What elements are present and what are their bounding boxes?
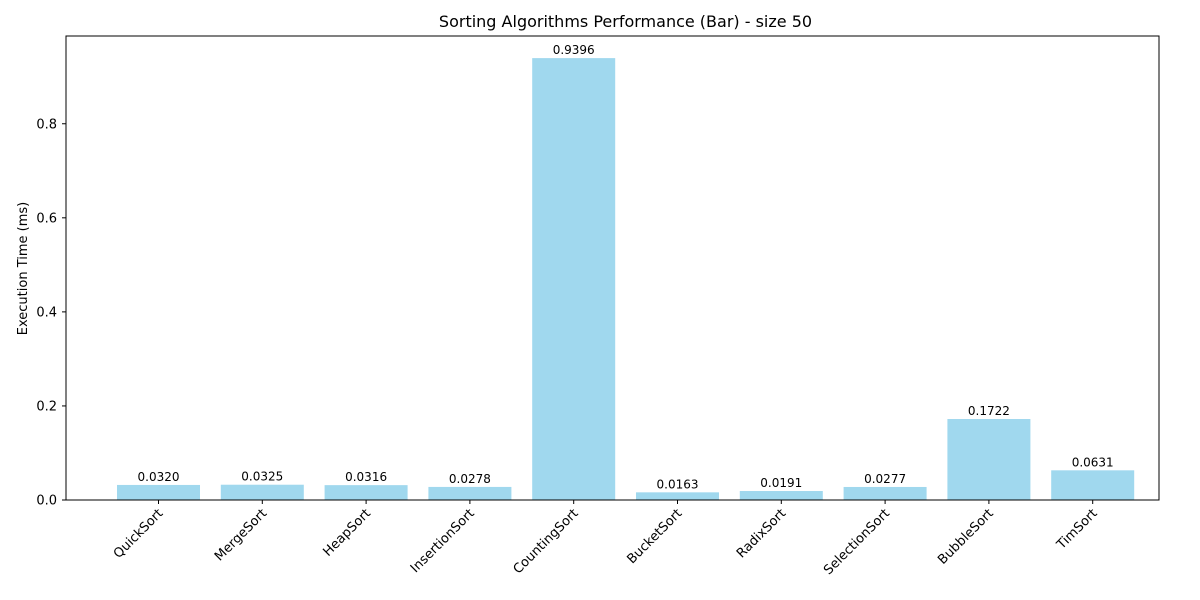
x-tick-label: MergeSort <box>212 506 270 564</box>
y-axis: 0.0 0.2 0.4 0.6 0.8 <box>36 117 66 509</box>
bar-selectionsort <box>843 486 927 500</box>
x-tick-label: CountingSort <box>511 506 582 577</box>
plot-frame <box>65 35 1160 501</box>
x-tick-label: RadixSort <box>734 506 789 561</box>
data-labels-group: 0.0320 0.0325 0.0316 0.0278 0.9396 0.0163 0.01… <box>138 43 1114 491</box>
bar-mergesort <box>220 484 304 500</box>
data-label: 0.0631 <box>1072 455 1114 469</box>
data-label: 0.0316 <box>345 470 387 484</box>
data-label: 0.0277 <box>864 472 906 486</box>
y-tick-label: 0.0 <box>36 494 57 509</box>
bar-insertionsort <box>428 486 512 500</box>
y-tick-label: 0.2 <box>36 399 57 414</box>
x-tick-label: BubbleSort <box>935 506 996 567</box>
y-tick-label: 0.4 <box>36 305 57 320</box>
x-tick-label: TimSort <box>1054 506 1101 553</box>
bar-radixsort <box>739 491 823 500</box>
x-tick-label: InsertionSort <box>408 506 478 576</box>
bar-bubblesort <box>947 419 1031 500</box>
y-tick-label: 0.8 <box>36 117 57 132</box>
x-tick-label: SelectionSort <box>821 506 893 578</box>
x-tick-label: QuickSort <box>111 506 166 561</box>
bar-countingsort <box>532 58 616 501</box>
data-label: 0.0163 <box>657 477 699 491</box>
bar-timsort <box>1051 470 1135 500</box>
bar-heapsort <box>324 485 408 500</box>
data-label: 0.0320 <box>138 470 180 484</box>
bars-group <box>117 58 1135 501</box>
bar-bucketsort <box>636 492 719 500</box>
y-tick-label: 0.6 <box>36 211 57 226</box>
y-axis-label: Execution Time (ms) <box>16 202 31 335</box>
data-label: 0.0325 <box>241 470 283 484</box>
data-label: 0.9396 <box>553 43 595 57</box>
x-tick-label: HeapSort <box>320 506 373 559</box>
x-tick-label: BucketSort <box>624 506 685 567</box>
data-label: 0.0278 <box>449 472 491 486</box>
chart-title: Sorting Algorithms Performance (Bar) - s… <box>439 12 812 31</box>
data-label: 0.1722 <box>968 404 1010 418</box>
bar-quicksort <box>117 484 200 500</box>
data-label: 0.0191 <box>760 476 802 490</box>
x-axis: QuickSort MergeSort HeapSort InsertionSort C… <box>111 500 1101 578</box>
